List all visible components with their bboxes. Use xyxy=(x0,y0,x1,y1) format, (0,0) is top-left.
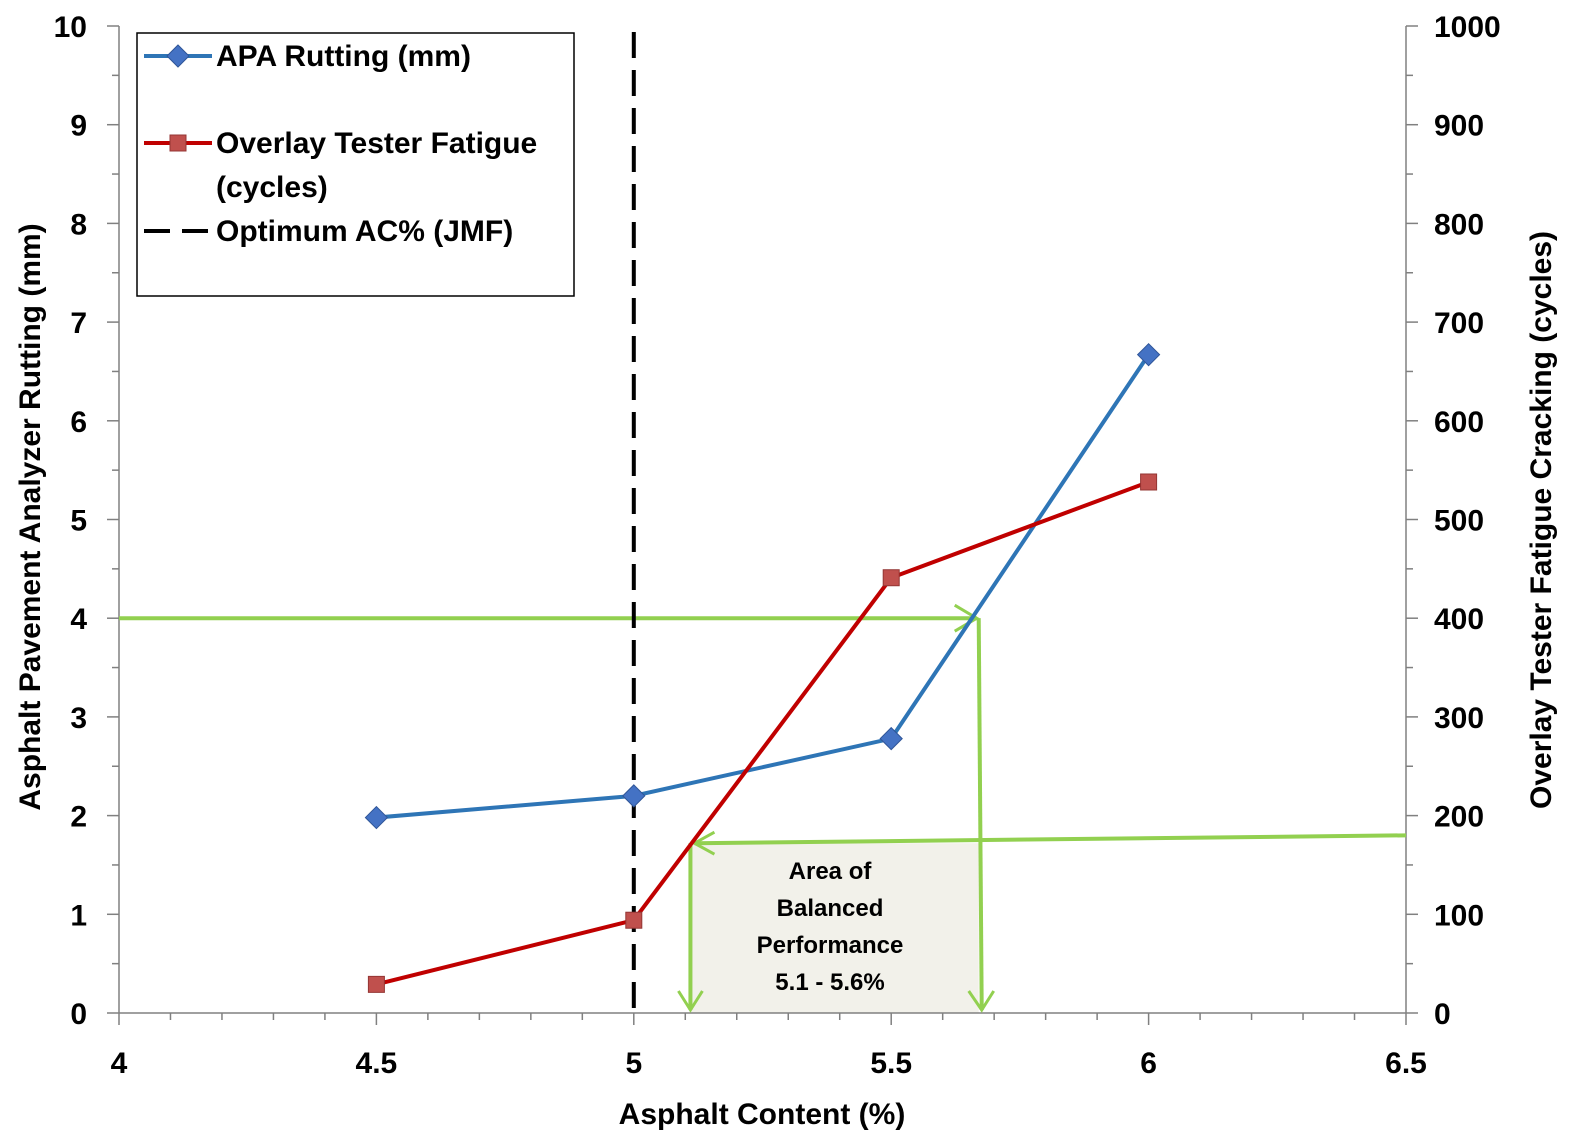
y-left-tick-label: 6 xyxy=(70,406,87,439)
annotation-line-4: 5.1 - 5.6% xyxy=(775,969,884,996)
overlay-fatigue-point xyxy=(367,975,385,993)
legend-overlay-marker xyxy=(169,134,187,152)
overlay-fatigue-line xyxy=(375,480,1150,987)
right-bound-line xyxy=(976,618,984,1011)
y-left-tick-label: 4 xyxy=(70,603,87,636)
y-right-axis-title: Overlay Tester Fatigue Cracking (cycles) xyxy=(1525,231,1558,809)
y-right-tick-label: 400 xyxy=(1434,603,1484,636)
y-left-tick-label: 0 xyxy=(70,998,87,1031)
y-right-tick-label: 300 xyxy=(1434,702,1484,735)
legend-optimum-label: Optimum AC% (JMF) xyxy=(216,215,513,248)
x-tick-label: 4 xyxy=(111,1047,128,1080)
annotation-line-2: Balanced xyxy=(777,895,884,922)
right-bound-arrowhead xyxy=(967,990,995,1013)
y-right-tick-label: 700 xyxy=(1434,307,1484,340)
x-tick-label: 4.5 xyxy=(356,1047,398,1080)
legend-box xyxy=(136,32,575,297)
apa-rutting-point xyxy=(879,726,903,751)
y-left-axis-title: Asphalt Pavement Analyzer Rutting (mm) xyxy=(14,223,47,810)
y-left-tick-label: 5 xyxy=(70,505,87,538)
y-right-tick-label: 500 xyxy=(1434,505,1484,538)
balanced-area-box xyxy=(690,843,979,1013)
legend: APA Rutting (mm) Overlay Tester Fatigue … xyxy=(136,32,575,297)
x-tick-labels: 4 4.5 5 5.5 6 6.5 xyxy=(111,1047,1427,1080)
x-tick-label: 5.5 xyxy=(870,1047,912,1080)
y-left-tick-label: 3 xyxy=(70,702,87,735)
y-left-tick-label: 2 xyxy=(70,801,87,834)
apa-rutting-point xyxy=(622,784,646,808)
rut-threshold-arrowhead xyxy=(953,603,980,633)
y-right-tick-label: 1000 xyxy=(1434,11,1501,44)
x-tick-label: 6 xyxy=(1140,1047,1157,1080)
left-bound-arrowhead xyxy=(677,990,704,1013)
y-left-tick-label: 7 xyxy=(70,307,87,340)
annotation-line-3: Performance xyxy=(757,932,904,959)
y-left-tick-label: 1 xyxy=(70,899,87,932)
y-left-tick-labels: 0 1 2 3 4 5 6 7 8 9 10 xyxy=(54,11,88,1031)
y-right-tick-label: 600 xyxy=(1434,406,1484,439)
legend-overlay-label-line2: (cycles) xyxy=(216,171,328,204)
series-layer xyxy=(364,342,1161,993)
legend-apa-label: APA Rutting (mm) xyxy=(216,40,471,73)
y-left-tick-label: 9 xyxy=(70,110,87,143)
x-axis-title: Asphalt Content (%) xyxy=(619,1098,906,1131)
y-right-tick-label: 200 xyxy=(1434,801,1484,834)
fatigue-threshold-line xyxy=(694,833,1407,846)
legend-overlay-label-line1: Overlay Tester Fatigue xyxy=(216,127,537,160)
y-right-tick-labels: 0 100 200 300 400 500 600 700 800 900 1000 xyxy=(1434,11,1501,1031)
y-right-tick-label: 800 xyxy=(1434,208,1484,241)
overlay-fatigue-point xyxy=(882,569,900,587)
balanced-area-guides xyxy=(119,603,1407,1013)
y-left-tick-label: 8 xyxy=(70,208,87,241)
legend-apa-marker xyxy=(166,44,190,68)
y-right-tick-label: 100 xyxy=(1434,899,1484,932)
apa-rutting-point xyxy=(364,805,389,830)
annotation-line-1: Area of xyxy=(789,858,873,885)
x-tick-label: 6.5 xyxy=(1385,1047,1427,1080)
overlay-fatigue-point xyxy=(625,911,643,929)
y-left-tick-label: 10 xyxy=(54,11,87,44)
apa-rutting-point xyxy=(1136,342,1161,367)
overlay-fatigue-point xyxy=(1140,473,1158,491)
y-right-tick-label: 900 xyxy=(1434,110,1484,143)
fatigue-threshold-arrowhead xyxy=(691,830,716,856)
x-tick-label: 5 xyxy=(625,1047,642,1080)
apa-rutting-line xyxy=(376,353,1151,820)
y-right-tick-label: 0 xyxy=(1434,998,1451,1031)
axes xyxy=(107,25,1418,1025)
